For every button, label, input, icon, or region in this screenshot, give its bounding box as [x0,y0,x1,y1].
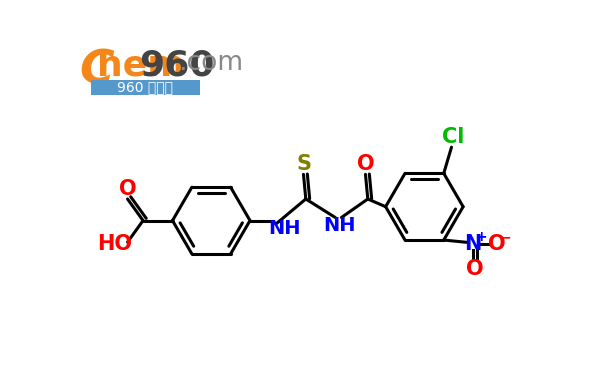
Text: N: N [465,234,482,254]
Text: hem: hem [97,49,185,83]
Text: O: O [488,234,505,254]
Text: NH: NH [268,219,300,238]
Text: +: + [475,230,487,244]
Text: .com: .com [178,50,243,76]
FancyBboxPatch shape [76,46,200,96]
Text: 960: 960 [139,49,215,83]
Text: −: − [499,230,511,244]
Text: O: O [119,179,136,199]
Text: O: O [358,154,375,174]
Text: NH: NH [324,216,356,235]
Text: Cl: Cl [442,127,464,147]
Text: 960 化工网: 960 化工网 [117,80,174,94]
FancyBboxPatch shape [91,80,200,95]
Text: O: O [466,258,483,279]
Text: C: C [79,48,114,93]
Text: S: S [296,154,312,174]
Text: HO: HO [97,234,132,254]
